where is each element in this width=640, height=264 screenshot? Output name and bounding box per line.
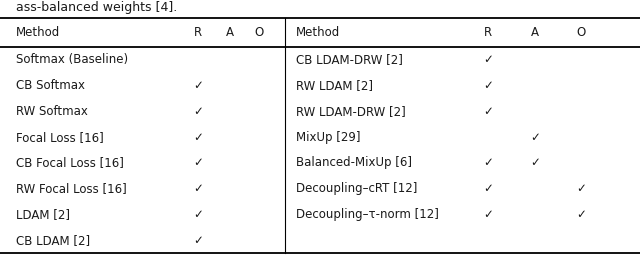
Text: Decoupling–cRT [12]: Decoupling–cRT [12] <box>296 182 417 195</box>
Text: ✓: ✓ <box>193 105 204 118</box>
Text: ✓: ✓ <box>530 131 540 144</box>
Text: RW Softmax: RW Softmax <box>16 105 88 118</box>
Text: ✓: ✓ <box>483 157 493 169</box>
Text: A: A <box>227 26 234 39</box>
Text: Focal Loss [16]: Focal Loss [16] <box>16 131 104 144</box>
Text: LDAM [2]: LDAM [2] <box>16 208 70 221</box>
Text: ✓: ✓ <box>193 234 204 247</box>
Text: ✓: ✓ <box>193 79 204 92</box>
Text: Decoupling–τ-norm [12]: Decoupling–τ-norm [12] <box>296 208 438 221</box>
Text: CB LDAM [2]: CB LDAM [2] <box>16 234 90 247</box>
Text: ✓: ✓ <box>193 157 204 169</box>
Text: ✓: ✓ <box>483 79 493 92</box>
Text: Softmax (Baseline): Softmax (Baseline) <box>16 53 128 66</box>
Text: ✓: ✓ <box>483 53 493 66</box>
Text: ✓: ✓ <box>576 182 586 195</box>
Text: ✓: ✓ <box>193 208 204 221</box>
Text: CB LDAM-DRW [2]: CB LDAM-DRW [2] <box>296 53 403 66</box>
Text: A: A <box>531 26 539 39</box>
Text: O: O <box>255 26 264 39</box>
Text: O: O <box>577 26 586 39</box>
Text: ✓: ✓ <box>193 131 204 144</box>
Text: R: R <box>484 26 492 39</box>
Text: ✓: ✓ <box>576 208 586 221</box>
Text: CB Softmax: CB Softmax <box>16 79 85 92</box>
Text: Method: Method <box>296 26 340 39</box>
Text: ✓: ✓ <box>193 182 204 195</box>
Text: ass-balanced weights [4].: ass-balanced weights [4]. <box>16 1 177 14</box>
Text: ✓: ✓ <box>483 182 493 195</box>
Text: ✓: ✓ <box>530 157 540 169</box>
Text: CB Focal Loss [16]: CB Focal Loss [16] <box>16 157 124 169</box>
Text: Method: Method <box>16 26 60 39</box>
Text: ✓: ✓ <box>483 105 493 118</box>
Text: Balanced-MixUp [6]: Balanced-MixUp [6] <box>296 157 412 169</box>
Text: RW LDAM-DRW [2]: RW LDAM-DRW [2] <box>296 105 405 118</box>
Text: RW Focal Loss [16]: RW Focal Loss [16] <box>16 182 127 195</box>
Text: ✓: ✓ <box>483 208 493 221</box>
Text: MixUp [29]: MixUp [29] <box>296 131 360 144</box>
Text: R: R <box>195 26 202 39</box>
Text: RW LDAM [2]: RW LDAM [2] <box>296 79 372 92</box>
